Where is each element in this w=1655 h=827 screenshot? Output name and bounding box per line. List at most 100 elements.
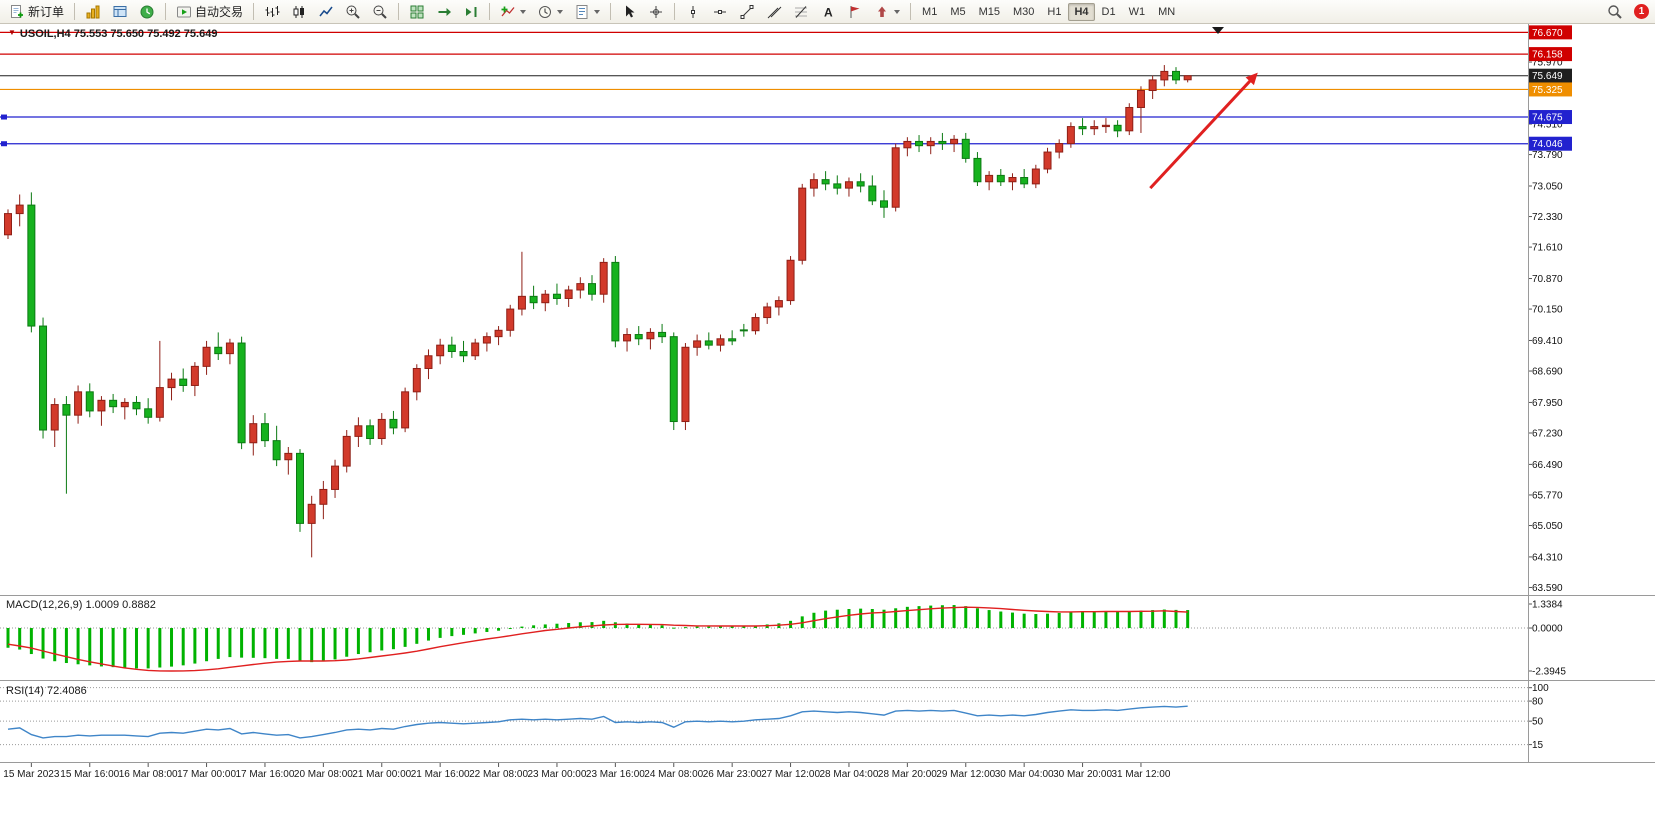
chart-shift-button[interactable] [458,1,484,23]
tile-windows-button[interactable] [404,1,430,23]
horizontal-line[interactable]: 74.046 [0,136,1572,151]
arrow-tools-button[interactable] [869,1,905,23]
chart-frame: 75.649 [0,23,1655,763]
auto-scroll-button[interactable] [431,1,457,23]
zoom-out-button[interactable] [367,1,393,23]
horizontal-line-icon [712,4,728,20]
toolbar-separator [165,3,167,20]
time-axis-label: 21 Mar 16:00 [411,769,470,780]
horizontal-line[interactable]: 76.670 [0,25,1572,40]
timeframe-d1[interactable]: D1 [1101,5,1116,18]
time-axis-label: 20 Mar 08:00 [294,769,353,780]
price-axis-label: 68.690 [1532,367,1563,378]
channel-button[interactable] [761,1,787,23]
market-watch-button[interactable] [80,1,106,23]
macd-panel: 1.3384 0.0000 -2.3945 [0,600,1566,678]
horizontal-line[interactable]: 76.158 [0,47,1572,62]
toolbar-separator [610,3,612,20]
timeframe-h1[interactable]: H1 [1047,5,1062,18]
indicators-button[interactable] [495,1,531,23]
timeframe-m5[interactable]: M5 [950,5,966,18]
auto-scroll-icon [436,4,452,20]
cursor-button[interactable] [616,1,642,23]
rsi-axis-label: 15 [1532,740,1544,751]
crosshair-button[interactable] [643,1,669,23]
tile-windows-icon [409,4,425,20]
chart-title-text: USOIL,H4 75.553 75.650 75.492 75.649 [19,28,218,40]
hline-price-label: 74.675 [1532,113,1563,124]
hline-price-label: 74.046 [1532,139,1563,150]
chart-shift-marker[interactable] [1212,27,1224,34]
time-axis: 15 Mar 2023 15 Mar 16:00 16 Mar 08:00 17 Ma… [3,763,1171,780]
new-order-label: 新订单 [28,5,65,19]
toolbar-separator [74,3,76,20]
horizontal-line[interactable]: 74.675 [0,110,1572,125]
price-axis-label: 64.310 [1532,552,1563,563]
timeframe-mn[interactable]: MN [1158,5,1176,18]
time-axis-label: 27 Mar 12:00 [761,769,820,780]
search-icon [1607,4,1623,20]
timeframe-h4[interactable]: H4 [1068,2,1095,21]
horizontal-line[interactable]: 75.325 [0,82,1572,97]
candlestick-button[interactable] [286,1,312,23]
zoom-out-icon [372,4,388,20]
timeframe-w1[interactable]: W1 [1128,5,1146,18]
templates-button[interactable] [569,1,605,23]
fibonacci-button[interactable] [788,1,814,23]
zoom-in-button[interactable] [340,1,366,23]
price-axis-label: 74.510 [1532,120,1563,131]
hline-price-label-box [1529,25,1572,40]
periods-button[interactable] [532,1,568,23]
bar-chart-button[interactable] [259,1,285,23]
chart-title: ▼ USOIL,H4 75.553 75.650 75.492 75.649 [8,28,217,40]
toolbar-right-group: 1 [1602,1,1651,23]
data-window-button[interactable] [107,1,133,23]
cursor-icon [621,4,637,20]
rsi-header: RSI(14) 72.4086 [6,685,87,697]
time-axis-label: 17 Mar 00:00 [177,769,236,780]
macd-axis-label: 0.0000 [1532,624,1563,635]
label-button[interactable] [842,1,868,23]
line-chart-button[interactable] [313,1,339,23]
label-icon [847,4,863,20]
navigator-button[interactable] [134,1,160,23]
time-axis-label: 29 Mar 12:00 [936,769,995,780]
new-order-button[interactable]: 新订单 [4,1,69,23]
time-axis-label: 17 Mar 16:00 [235,769,294,780]
time-axis-label: 15 Mar 2023 [3,769,60,780]
autotrading-button[interactable]: 自动交易 [171,1,248,23]
trend-arrow[interactable] [1149,72,1258,190]
autotrading-icon [176,4,192,20]
hline-price-label-box [1529,136,1572,151]
macd-header: MACD(12,26,9) 1.0009 0.8882 [6,599,156,611]
svg-text:A: A [824,5,833,19]
search-button[interactable] [1602,1,1628,23]
text-button[interactable]: A [815,1,841,23]
current-price-label: 75.649 [1532,71,1563,82]
hline-price-label-box [1529,110,1572,125]
time-axis-label: 28 Mar 20:00 [878,769,937,780]
crosshair-icon [648,4,664,20]
timeframe-m1[interactable]: M1 [922,5,938,18]
price-axis-label: 70.870 [1532,274,1563,285]
time-axis-label: 23 Mar 16:00 [586,769,645,780]
chevron-down-icon [520,9,527,14]
price-axis-label: 67.230 [1532,429,1563,440]
timeframe-m15[interactable]: M15 [978,5,1000,18]
trendline-button[interactable] [734,1,760,23]
timeframe-m30[interactable]: M30 [1013,5,1035,18]
toolbar-separator [398,3,400,20]
price-axis-label: 70.150 [1532,305,1563,316]
vertical-line-button[interactable] [680,1,706,23]
text-icon: A [820,4,836,20]
hline-price-label: 76.670 [1532,28,1563,39]
horizontal-line-button[interactable] [707,1,733,23]
price-axis-label: 72.330 [1532,212,1563,223]
trendline-icon [739,4,755,20]
time-axis-label: 26 Mar 23:00 [703,769,762,780]
timeframe-group: M1 M5 M15 M30 H1 H4 D1 W1 MN [916,2,1181,21]
toolbar-separator [489,3,491,20]
notification-badge[interactable]: 1 [1634,4,1649,19]
